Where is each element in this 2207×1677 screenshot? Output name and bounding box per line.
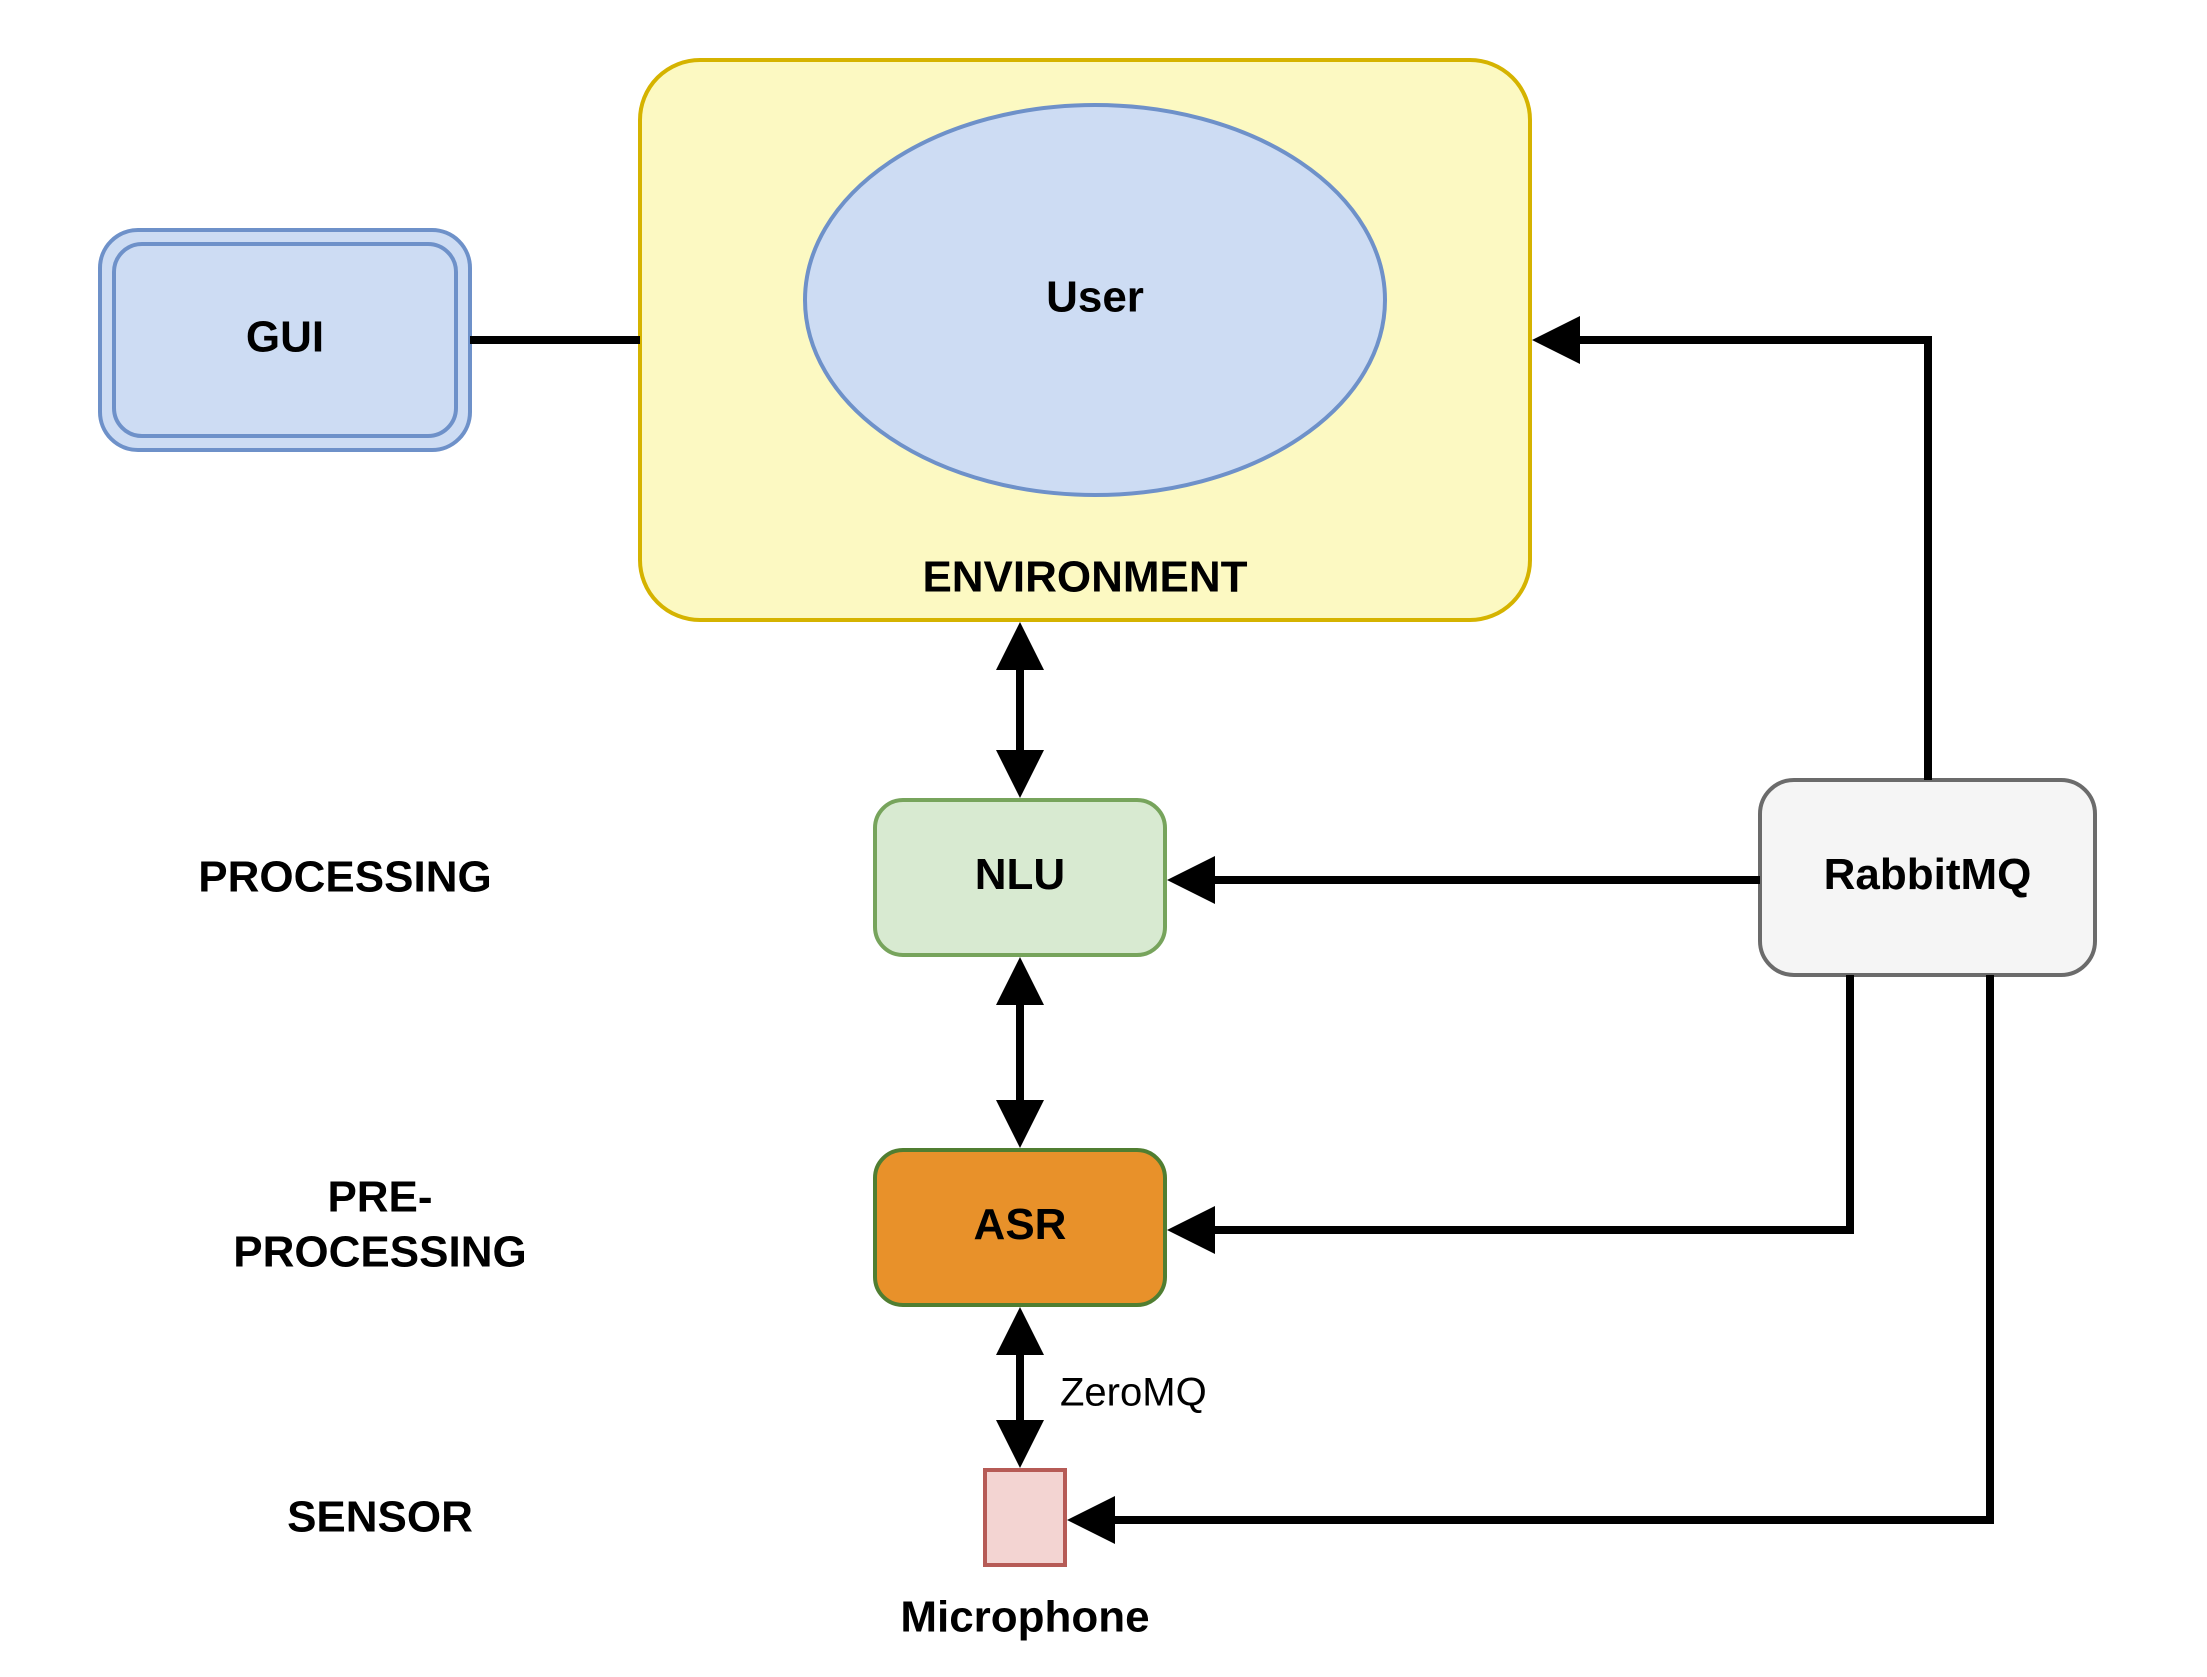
edge-asr-mic-label: ZeroMQ — [1060, 1371, 1207, 1415]
node-asr: ASR — [875, 1150, 1165, 1305]
node-gui: GUI — [100, 230, 470, 450]
node-rabbitmq: RabbitMQ — [1760, 780, 2095, 975]
node-user-label: User — [1046, 273, 1144, 322]
label-preprocessing1: PRE- — [327, 1173, 432, 1222]
label-preprocessing2: PROCESSING — [233, 1228, 526, 1277]
label-processing: PROCESSING — [198, 853, 491, 902]
edge-rmq-env — [1540, 340, 1928, 780]
node-nlu: NLU — [875, 800, 1165, 955]
node-nlu-label: NLU — [975, 850, 1065, 899]
node-user: User — [805, 105, 1385, 495]
node-rabbitmq-label: RabbitMQ — [1824, 850, 2032, 899]
node-microphone-label: Microphone — [900, 1593, 1149, 1642]
node-environment-label: ENVIRONMENT — [922, 553, 1247, 602]
node-microphone: Microphone — [900, 1470, 1149, 1642]
label-sensor: SENSOR — [287, 1493, 473, 1542]
edge-rmq-asr — [1175, 975, 1850, 1230]
node-gui-label: GUI — [246, 313, 324, 362]
architecture-diagram: GUI ENVIRONMENT User NLU ASR Microphone Rabbit… — [0, 0, 2207, 1677]
node-asr-label: ASR — [974, 1200, 1067, 1249]
edge-asr-mic: ZeroMQ — [1020, 1315, 1207, 1460]
